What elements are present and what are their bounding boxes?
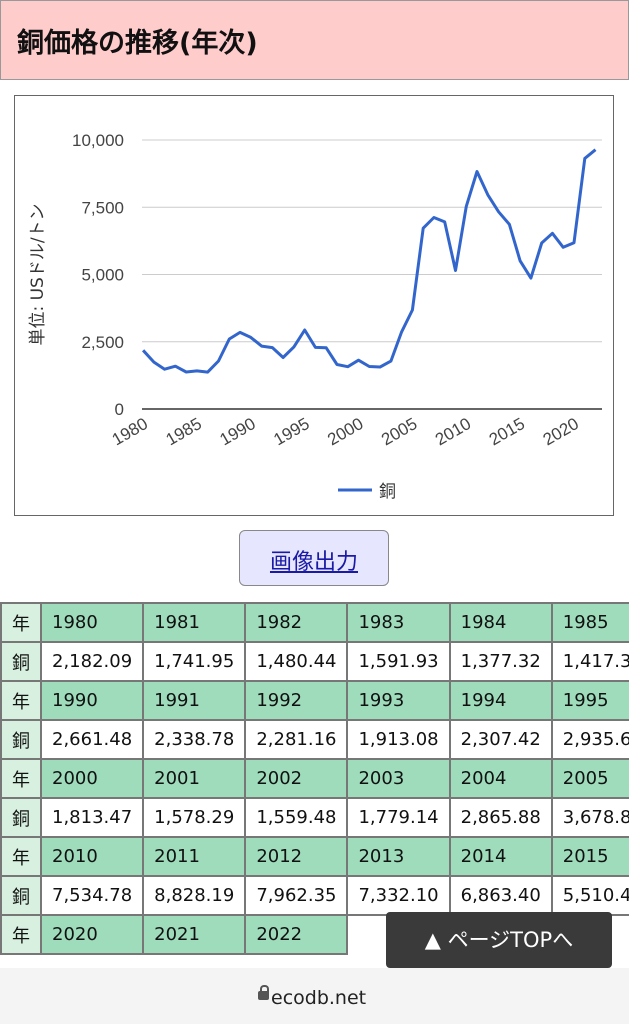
value-cell: 2,661.48 — [39, 719, 145, 760]
value-cell: 1,480.44 — [244, 641, 349, 682]
y-tick-label: 10,000 — [72, 131, 124, 150]
row-label-copper: 銅 — [0, 641, 42, 682]
year-cell: 1982 — [244, 602, 349, 643]
x-tick-label: 2020 — [540, 414, 582, 449]
value-cell: 7,332.10 — [346, 875, 451, 916]
x-tick-label: 1985 — [163, 414, 205, 449]
year-cell: 1995 — [550, 680, 629, 721]
value-cell: 2,935.61 — [550, 719, 629, 760]
value-cell: 1,559.48 — [244, 797, 349, 838]
year-cell: 2005 — [550, 758, 629, 799]
year-cell: 1983 — [346, 602, 451, 643]
row-label-copper: 銅 — [0, 719, 42, 760]
table-row-values: 銅 7,534.78 8,828.19 7,962.35 7,332.10 6,863.4… — [0, 875, 629, 916]
year-cell: 2015 — [550, 836, 629, 877]
table-row-years: 年 2010 2011 2012 2013 2014 2015 — [0, 836, 629, 877]
table-row-years: 年 1990 1991 1992 1993 1994 1995 — [0, 680, 629, 721]
year-cell: 1991 — [142, 680, 247, 721]
row-label-year: 年 — [0, 758, 42, 799]
table-row-years: 年 2000 2001 2002 2003 2004 2005 — [0, 758, 629, 799]
year-cell: 1992 — [244, 680, 349, 721]
year-cell: 2013 — [346, 836, 451, 877]
series-line-copper — [141, 148, 597, 374]
value-cell: 2,307.42 — [448, 719, 553, 760]
value-cell: 1,813.47 — [39, 797, 145, 838]
year-cell: 2020 — [39, 914, 145, 955]
browser-address-bar[interactable]: ecodb.net — [0, 968, 629, 1024]
x-tick-label: 1980 — [109, 414, 151, 449]
year-cell: 2000 — [39, 758, 145, 799]
row-label-year: 年 — [0, 680, 42, 721]
year-cell: 1984 — [448, 602, 553, 643]
year-cell: 2003 — [346, 758, 451, 799]
table-row-values: 銅 1,813.47 1,578.29 1,559.48 1,779.14 2,865.8… — [0, 797, 629, 838]
year-cell: 1981 — [142, 602, 247, 643]
page-top-label: ▲ ページTOPへ — [424, 928, 574, 952]
year-cell: 1980 — [39, 602, 145, 643]
lock-icon — [258, 985, 269, 1000]
year-cell: 2001 — [142, 758, 247, 799]
value-cell: 7,962.35 — [244, 875, 349, 916]
year-cell: 2021 — [142, 914, 247, 955]
year-cell: 1990 — [39, 680, 145, 721]
line-chart: 0 2,500 5,000 7,500 10,000 1980 1985 1990 1995 20… — [28, 131, 602, 502]
chart-container: 0 2,500 5,000 7,500 10,000 1980 1985 1990 1995 20… — [14, 95, 614, 516]
row-label-year: 年 — [0, 914, 42, 955]
export-image-button[interactable]: 画像出力 — [239, 530, 389, 586]
value-cell: 1,779.14 — [346, 797, 451, 838]
value-cell: 2,182.09 — [39, 641, 145, 682]
value-cell: 1,377.32 — [448, 641, 553, 682]
value-cell: 1,913.08 — [346, 719, 451, 760]
value-cell: 2,281.16 — [244, 719, 349, 760]
value-cell: 1,591.93 — [346, 641, 451, 682]
table-row-years: 年 1980 1981 1982 1983 1984 1985 — [0, 602, 629, 643]
year-cell: 2004 — [448, 758, 553, 799]
year-cell: 2014 — [448, 836, 553, 877]
export-image-label: 画像出力 — [269, 550, 358, 575]
row-label-year: 年 — [0, 836, 42, 877]
x-tick-label: 2015 — [486, 414, 528, 449]
value-cell: 5,510.46 — [550, 875, 629, 916]
row-label-year: 年 — [0, 602, 42, 643]
year-cell: 1985 — [550, 602, 629, 643]
y-tick-label: 0 — [115, 400, 124, 419]
table-row-values: 銅 2,661.48 2,338.78 2,281.16 1,913.08 2,307.4… — [0, 719, 629, 760]
y-tick-label: 2,500 — [81, 333, 124, 352]
data-table: 年 1980 1981 1982 1983 1984 1985 銅 2,182.09 1,741.… — [0, 602, 629, 955]
table-row-years: 年 2020 2021 2022 — [0, 914, 629, 955]
value-cell: 8,828.19 — [142, 875, 247, 916]
year-cell: 1994 — [448, 680, 553, 721]
y-tick-label: 5,000 — [81, 266, 124, 285]
value-cell: 6,863.40 — [448, 875, 553, 916]
value-cell: 3,678.88 — [550, 797, 629, 838]
y-tick-label: 7,500 — [81, 198, 124, 217]
data-table-wrapper[interactable]: 年 1980 1981 1982 1983 1984 1985 銅 2,182.09 1,741.… — [0, 602, 629, 968]
row-label-copper: 銅 — [0, 875, 42, 916]
x-tick-label: 2000 — [324, 414, 366, 449]
year-cell: 1993 — [346, 680, 451, 721]
value-cell: 2,338.78 — [142, 719, 247, 760]
y-axis-title: 単位: USドル/トン — [28, 203, 48, 345]
x-tick-label: 2005 — [378, 414, 420, 449]
page-top-button[interactable]: ▲ ページTOPへ — [386, 912, 612, 968]
year-cell: 2011 — [142, 836, 247, 877]
x-tick-label: 2010 — [432, 414, 474, 449]
value-cell: 1,578.29 — [142, 797, 247, 838]
year-cell: 2002 — [244, 758, 349, 799]
value-cell: 7,534.78 — [39, 875, 145, 916]
value-cell: 1,417.34 — [550, 641, 629, 682]
x-tick-label: 1995 — [270, 414, 312, 449]
page-header: 銅価格の推移(年次) — [0, 0, 629, 80]
x-tick-label: 1990 — [217, 414, 259, 449]
site-domain: ecodb.net — [271, 987, 367, 1009]
row-label-copper: 銅 — [0, 797, 42, 838]
year-cell: 2022 — [244, 914, 349, 955]
value-cell: 2,865.88 — [448, 797, 553, 838]
value-cell: 1,741.95 — [142, 641, 247, 682]
year-cell: 2012 — [244, 836, 349, 877]
page-title: 銅価格の推移(年次) — [17, 28, 258, 59]
legend-label: 銅 — [379, 482, 396, 502]
table-row-values: 銅 2,182.09 1,741.95 1,480.44 1,591.93 1,377.3… — [0, 641, 629, 682]
year-cell: 2010 — [39, 836, 145, 877]
